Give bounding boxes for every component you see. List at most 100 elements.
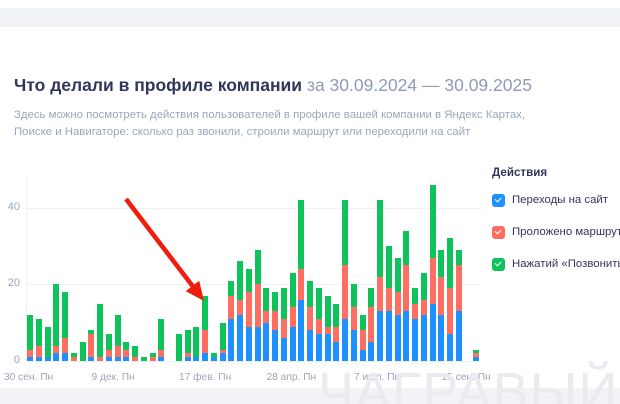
y-axis-line xyxy=(26,177,27,362)
bar-segment xyxy=(394,292,401,315)
bar[interactable] xyxy=(140,357,147,361)
bar-segment xyxy=(70,357,77,361)
bar-segment xyxy=(385,246,392,289)
bar-segment xyxy=(429,303,436,361)
bar-segment xyxy=(403,311,410,361)
bar-segment xyxy=(298,200,305,269)
bar-segment xyxy=(473,357,480,361)
bar[interactable] xyxy=(44,326,51,361)
bar-segment xyxy=(219,353,226,361)
bar[interactable] xyxy=(35,318,42,361)
bottom-background-strip xyxy=(0,388,620,404)
bar[interactable] xyxy=(27,315,33,361)
bar-segment xyxy=(350,330,357,361)
bar[interactable] xyxy=(149,353,156,361)
bar[interactable] xyxy=(438,249,445,361)
bar[interactable] xyxy=(158,318,165,361)
bar[interactable] xyxy=(254,249,261,361)
bar-segment xyxy=(315,288,322,319)
bar-segment xyxy=(359,315,366,331)
bar[interactable] xyxy=(473,349,480,361)
bar-segment xyxy=(53,345,60,354)
bar[interactable] xyxy=(237,261,243,361)
bar[interactable] xyxy=(62,292,68,361)
bar[interactable] xyxy=(184,330,191,361)
analytics-card: Что делали в профиле компании за 30.09.2… xyxy=(0,27,620,404)
bar[interactable] xyxy=(105,334,112,361)
bar-segment xyxy=(429,184,436,258)
bar[interactable] xyxy=(350,284,357,361)
bar-segment xyxy=(412,303,418,319)
bar[interactable] xyxy=(420,272,427,361)
bar-segment xyxy=(210,357,217,361)
bar[interactable] xyxy=(289,272,296,361)
bar[interactable] xyxy=(342,200,348,361)
bar[interactable] xyxy=(280,288,287,361)
bar-segment xyxy=(342,318,348,361)
bar[interactable] xyxy=(455,249,462,361)
bar-segment xyxy=(368,288,375,308)
bar[interactable] xyxy=(88,330,95,361)
bar-segment xyxy=(158,349,165,358)
bar[interactable] xyxy=(193,326,200,361)
bar-segment xyxy=(447,238,453,289)
bar[interactable] xyxy=(123,341,130,361)
bar[interactable] xyxy=(324,295,331,361)
bar[interactable] xyxy=(368,288,375,361)
bar[interactable] xyxy=(359,315,366,361)
bar[interactable] xyxy=(97,303,103,361)
bar[interactable] xyxy=(70,353,77,361)
bar-segment xyxy=(35,357,42,361)
bar-segment xyxy=(202,330,208,354)
bar-segment xyxy=(412,288,418,304)
bar[interactable] xyxy=(429,184,436,361)
bar-segment xyxy=(272,311,278,331)
x-axis-tick-label: 7 июл. Пн xyxy=(354,372,401,383)
bar[interactable] xyxy=(412,288,418,361)
bar[interactable] xyxy=(394,257,401,361)
legend-checkbox[interactable] xyxy=(492,226,505,239)
bar[interactable] xyxy=(132,345,138,361)
bar-segment xyxy=(132,357,138,361)
bar[interactable] xyxy=(53,284,60,361)
bar-segment xyxy=(394,257,401,292)
bar-segment xyxy=(228,295,235,319)
bar[interactable] xyxy=(202,295,208,361)
bar[interactable] xyxy=(219,322,226,361)
bar-segment xyxy=(298,299,305,361)
legend-checkbox[interactable] xyxy=(492,258,505,271)
bar[interactable] xyxy=(403,230,410,361)
bar-segment xyxy=(62,338,68,354)
bar-segment xyxy=(184,330,191,354)
bar[interactable] xyxy=(114,315,121,361)
bar[interactable] xyxy=(210,353,217,361)
bar[interactable] xyxy=(385,246,392,361)
legend-item[interactable]: Проложено маршруто xyxy=(492,225,620,240)
bar[interactable] xyxy=(175,334,182,361)
legend-checkbox[interactable] xyxy=(492,194,505,207)
bar[interactable] xyxy=(228,280,235,361)
page-title: Что делали в профиле компании за 30.09.2… xyxy=(14,74,532,96)
bar[interactable] xyxy=(263,288,270,361)
legend-item[interactable]: Переходы на сайт xyxy=(492,193,620,208)
x-axis-tick-label: 15 сен. Пн xyxy=(441,372,491,383)
bar[interactable] xyxy=(245,269,252,361)
bar[interactable] xyxy=(307,280,313,361)
gridline xyxy=(26,207,481,209)
gridline xyxy=(26,361,481,362)
bar-segment xyxy=(438,249,445,277)
bar-segment xyxy=(350,284,357,308)
bar-segment xyxy=(140,357,147,361)
bar[interactable] xyxy=(333,303,340,361)
bar-segment xyxy=(123,357,130,361)
bar[interactable] xyxy=(315,288,322,361)
bar[interactable] xyxy=(377,200,383,361)
bar[interactable] xyxy=(272,292,278,361)
bar[interactable] xyxy=(298,200,305,361)
bar[interactable] xyxy=(79,341,86,361)
bar-segment xyxy=(289,272,296,308)
legend-item[interactable]: Нажатий «Позвонить» xyxy=(492,257,620,272)
bar[interactable] xyxy=(447,238,453,361)
bar-segment xyxy=(429,257,436,304)
legend-item-label: Проложено маршруто xyxy=(512,226,620,238)
